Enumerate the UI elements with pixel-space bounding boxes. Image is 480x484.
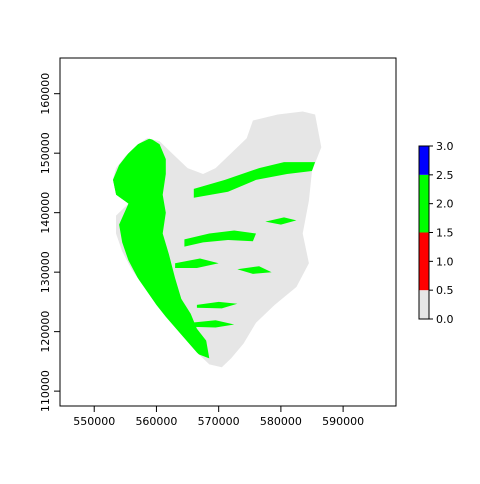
raster-layer [112, 111, 322, 368]
green-patch [193, 162, 316, 198]
green-patch [175, 258, 219, 268]
legend-swatch [419, 146, 429, 175]
y-tick-label: 150000 [39, 132, 52, 174]
color-legend: 0.0 0.5 1.0 1.5 2.0 2.5 3.0 [418, 140, 454, 326]
class-2-areas [112, 138, 316, 359]
x-tick-label: 580000 [260, 415, 302, 428]
legend-tick-label: 1.0 [436, 255, 454, 268]
y-tick-label: 110000 [39, 370, 52, 412]
y-tick-label: 130000 [39, 251, 52, 293]
green-patch [265, 217, 297, 225]
y-tick-label: 120000 [39, 311, 52, 353]
y-tick-label: 140000 [39, 192, 52, 234]
x-tick-label: 570000 [198, 415, 240, 428]
x-tick-label: 550000 [73, 415, 115, 428]
legend-swatch [419, 174, 429, 233]
legend-swatch [419, 232, 429, 291]
green-patch [237, 266, 272, 274]
x-tick-label: 560000 [135, 415, 177, 428]
y-tick-label: 160000 [39, 73, 52, 115]
green-patch [184, 230, 256, 247]
x-axis: 550000 560000 570000 580000 590000 [73, 405, 364, 428]
legend-tick-label: 0.5 [436, 284, 454, 297]
y-axis: 110000 120000 130000 140000 150000 160000 [39, 73, 61, 412]
legend-tick-label: 2.0 [436, 198, 454, 211]
legend-tick-label: 2.5 [436, 169, 454, 182]
x-tick-label: 590000 [322, 415, 364, 428]
legend-tick-label: 0.0 [436, 313, 454, 326]
legend-tick-label: 1.5 [436, 227, 454, 240]
green-patch [196, 301, 238, 309]
legend-tick-label: 3.0 [436, 140, 454, 153]
green-patch [190, 320, 235, 328]
legend-swatch [419, 290, 429, 319]
green-band [112, 138, 210, 359]
